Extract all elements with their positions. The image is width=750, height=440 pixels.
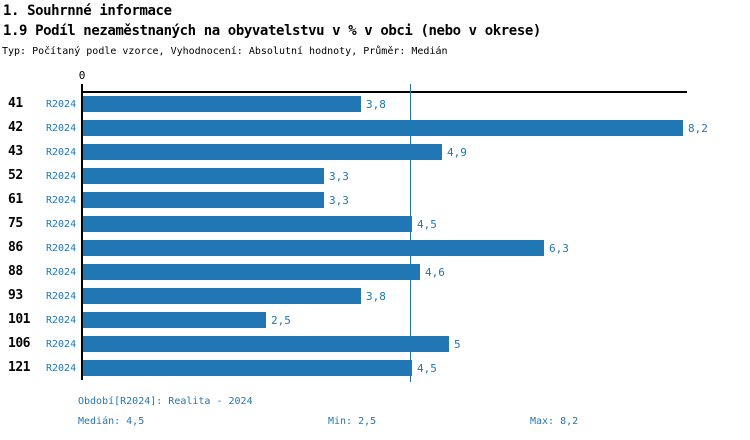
chart-row: 43 R2024 4,9 (0, 141, 750, 165)
bar (83, 288, 361, 304)
bar (83, 120, 683, 136)
chart-row: 75 R2024 4,5 (0, 213, 750, 237)
chart-row: 101 R2024 2,5 (0, 309, 750, 333)
category-label: 52 (8, 168, 23, 183)
bar (83, 264, 420, 280)
category-label: 106 (8, 336, 30, 351)
footer-period-label: Období[R2024]: Realita - 2024 (78, 396, 253, 407)
bar-value-label: 4,9 (447, 146, 467, 159)
chart-row: 93 R2024 3,8 (0, 285, 750, 309)
footer-median-label: Medián: 4,5 (78, 416, 145, 427)
bar-value-label: 6,3 (549, 242, 569, 255)
series-label: R2024 (46, 291, 77, 302)
bar-value-label: 8,2 (688, 122, 708, 135)
bar-value-label: 4,6 (425, 266, 445, 279)
series-label: R2024 (46, 243, 77, 254)
bar-value-label: 3,8 (366, 290, 386, 303)
series-label: R2024 (46, 171, 77, 182)
chart-row: 121 R2024 4,5 (0, 357, 750, 381)
median-reference-line (410, 84, 411, 382)
chart-row: 86 R2024 6,3 (0, 237, 750, 261)
bar-value-label: 2,5 (271, 314, 291, 327)
bar-value-label: 5 (454, 338, 461, 351)
bar-value-label: 3,3 (329, 194, 349, 207)
series-label: R2024 (46, 339, 77, 350)
category-label: 88 (8, 264, 23, 279)
bar (83, 240, 544, 256)
category-label: 86 (8, 240, 23, 255)
series-label: R2024 (46, 195, 77, 206)
chart-rows: 41 R2024 3,8 42 R2024 8,2 43 R2024 4,9 52 R2024 3,3… (0, 93, 750, 381)
footer-min-label: Min: 2,5 (328, 416, 377, 427)
bar (83, 312, 266, 328)
category-label: 42 (8, 120, 23, 135)
page-title: 1. Souhrnné informace (3, 3, 172, 19)
category-label: 41 (8, 96, 23, 111)
x-axis-zero-tick-label: 0 (78, 69, 86, 82)
category-label: 101 (8, 312, 30, 327)
chart-row: 106 R2024 5 (0, 333, 750, 357)
series-label: R2024 (46, 267, 77, 278)
bar-value-label: 4,5 (417, 218, 437, 231)
bar (83, 192, 324, 208)
category-label: 61 (8, 192, 23, 207)
chart-row: 88 R2024 4,6 (0, 261, 750, 285)
category-label: 75 (8, 216, 23, 231)
series-label: R2024 (46, 147, 77, 158)
series-label: R2024 (46, 363, 77, 374)
chart-row: 41 R2024 3,8 (0, 93, 750, 117)
series-label: R2024 (46, 219, 77, 230)
category-label: 93 (8, 288, 23, 303)
chart-row: 42 R2024 8,2 (0, 117, 750, 141)
bar-value-label: 3,8 (366, 98, 386, 111)
bar (83, 168, 324, 184)
category-label: 121 (8, 360, 30, 375)
category-label: 43 (8, 144, 23, 159)
footer-max-label: Max: 8,2 (530, 416, 579, 427)
bar (83, 144, 442, 160)
series-label: R2024 (46, 315, 77, 326)
y-axis-line (81, 84, 83, 380)
x-axis-line (81, 91, 687, 93)
chart-meta-line: Typ: Počítaný podle vzorce, Vyhodnocení:… (2, 46, 448, 57)
bar (83, 216, 412, 232)
bar-value-label: 3,3 (329, 170, 349, 183)
bar (83, 96, 361, 112)
bar-value-label: 4,5 (417, 362, 437, 375)
chart-row: 52 R2024 3,3 (0, 165, 750, 189)
bar (83, 336, 449, 352)
chart-row: 61 R2024 3,3 (0, 189, 750, 213)
series-label: R2024 (46, 99, 77, 110)
bar (83, 360, 412, 376)
series-label: R2024 (46, 123, 77, 134)
chart-title: 1.9 Podíl nezaměstnaných na obyvatelstvu… (3, 23, 541, 39)
